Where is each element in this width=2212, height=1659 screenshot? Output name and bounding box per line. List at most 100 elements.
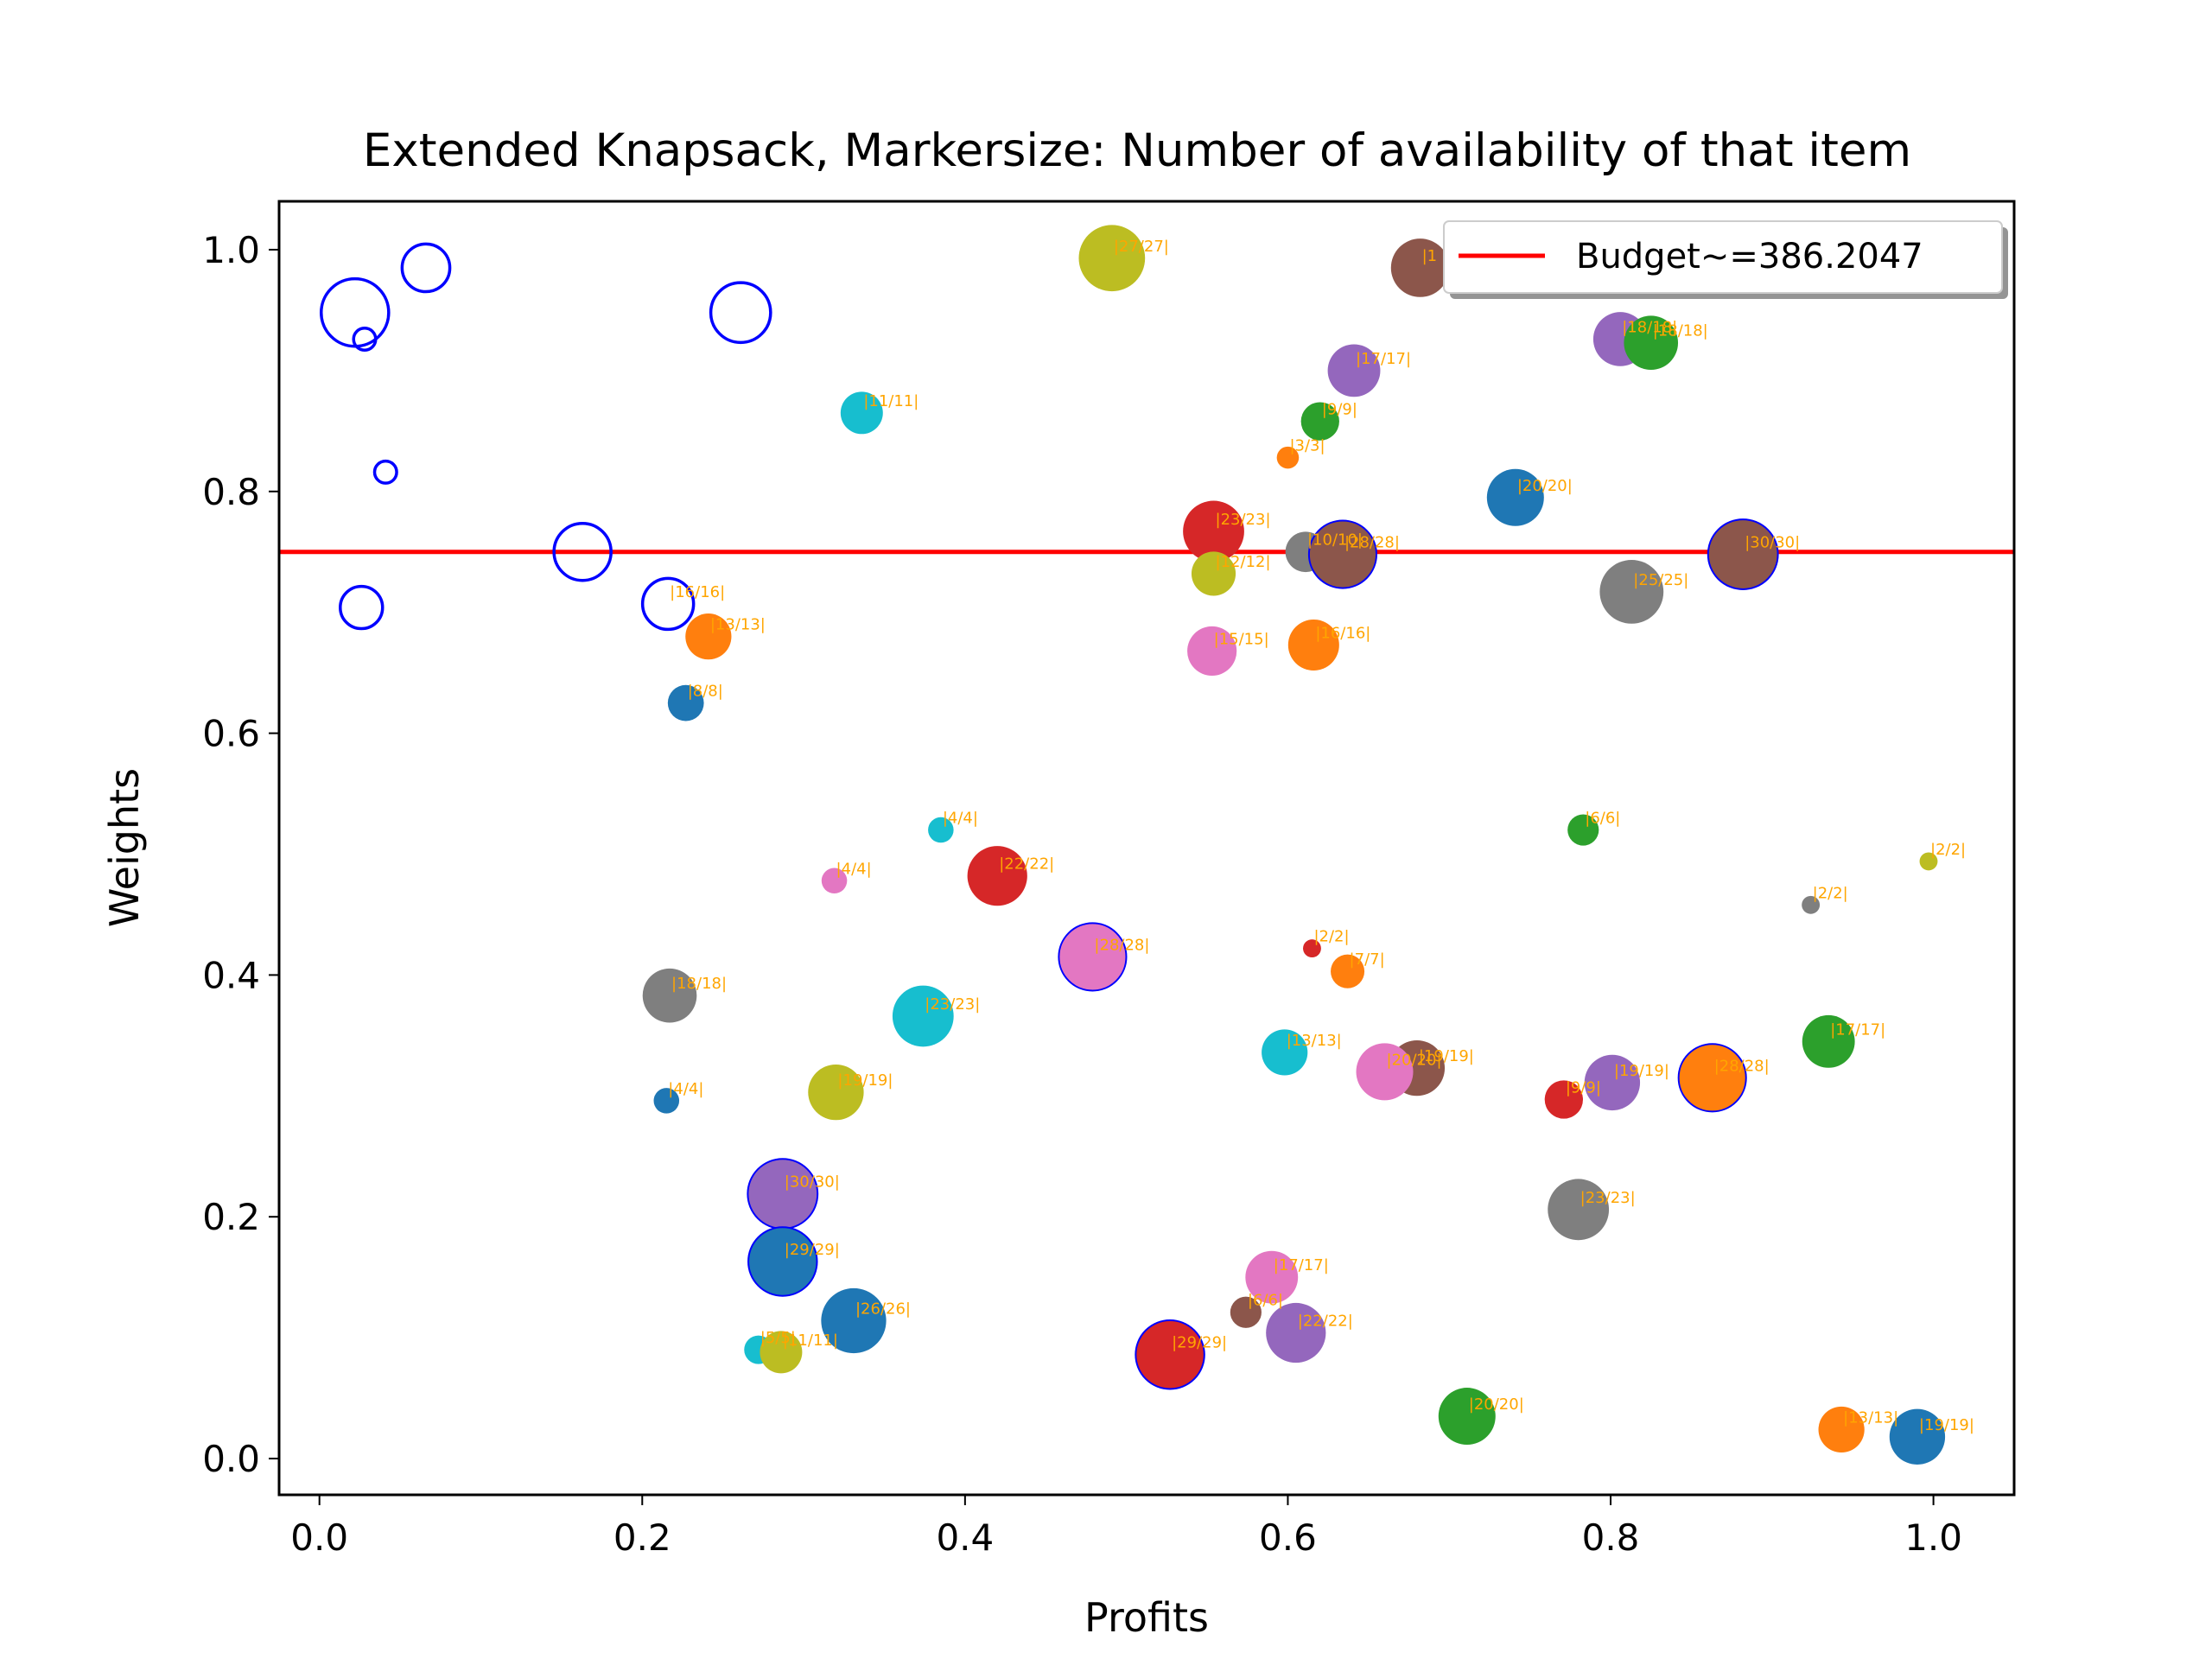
point-label: |23/23| [1580,1189,1636,1207]
point-label: |25/25| [1633,571,1688,589]
selected-item-point [1331,954,1365,988]
point-label: |28/28| [1094,936,1149,954]
point-label: |7/7| [1350,950,1385,969]
point-label: |3/3| [1289,437,1325,455]
selected-item-point [821,868,848,894]
selected-item-point [967,846,1027,906]
point-label: |9/9| [1322,401,1357,419]
point-label: |18/18| [671,975,727,993]
point-label: |13/13| [1287,1032,1342,1050]
selected-item-point [821,1287,887,1354]
selected-item-point [1707,518,1779,590]
selected-item-point [1567,814,1599,846]
selected-item-point [1245,1250,1299,1304]
point-label: |22/22| [1298,1313,1353,1331]
plot-frame [277,200,2016,1497]
selected-item-point [1548,1179,1610,1241]
point-label: |16/16| [670,583,725,601]
selected-item-point [1544,1080,1583,1119]
selected-item-point [808,1064,864,1121]
point-label: |5/5| [760,1329,796,1347]
selected-item-point [1300,402,1339,441]
point-label: |18/18| [1653,322,1708,340]
point-label: |11/11| [863,392,918,410]
point-label: |10/10| [1307,531,1363,550]
point-label: |17/17| [1356,350,1411,368]
selected-item-point [1599,560,1664,624]
y-axis-title: Weights [101,768,148,927]
y-tick-label: 0.2 [202,1196,260,1238]
legend-box [1443,220,2003,294]
point-label: |12/12| [1216,553,1271,571]
point-label: |13/13| [1843,1408,1898,1427]
point-label: |20/20| [1517,477,1573,495]
point-label: |4/4| [943,810,978,828]
point-label: |29/29| [785,1241,840,1259]
selected-item-point [1919,852,1938,871]
selected-item-point [1262,1029,1308,1076]
point-label: |23/23| [1216,511,1271,529]
selected-item-point [667,684,704,721]
selected-item-point [640,576,696,632]
x-tick-label: 0.8 [1582,1516,1640,1559]
selected-item-point [1390,238,1450,297]
y-tick-label: 0.8 [202,471,260,513]
selected-item-point [1818,1406,1865,1453]
point-label: |11/11| [783,1332,838,1350]
plot-background [279,201,2014,1495]
selected-item-point [892,985,954,1047]
selected-item-point [1889,1408,1946,1465]
selected-item-point [1303,939,1321,958]
selected-item-point [1078,225,1146,292]
selected-item-point [1287,619,1339,671]
x-tick-label: 0.2 [613,1516,671,1559]
point-label: |2/2| [1813,884,1848,902]
y-tick-label: 0.4 [202,954,260,996]
point-label: |13/13| [710,616,766,634]
selected-item-point [1183,500,1244,563]
point-label: |2/2| [1930,841,1966,859]
plot-area: |27/27||1|18/18||18/18||17/17||11/11| |9/… [277,200,2016,1497]
point-label: |28/28| [1344,534,1400,552]
point-label: |16/16| [1315,624,1370,642]
point-label: |26/26| [855,1300,911,1319]
point-label: |9/9| [1566,1079,1601,1097]
selected-item-point [1307,519,1377,589]
selected-item-point [1191,551,1236,596]
selected-item-point [1438,1388,1496,1446]
selected-item-point [685,613,732,660]
y-tick-label: 1.0 [202,229,260,271]
selected-item-point [747,1158,819,1230]
point-label: |28/28| [1714,1057,1770,1075]
point-label: |27/27| [1114,238,1169,256]
point-label: |18/18| [1622,318,1677,336]
point-label: |30/30| [785,1173,840,1192]
point-label: |4/4| [836,860,872,878]
selected-item-point [1187,626,1237,677]
point-label: |19/19| [1919,1416,1974,1434]
selected-item-point [928,817,954,843]
point-label: |17/17| [1274,1256,1329,1274]
selected-item-point [1276,446,1300,469]
selected-item-point [840,391,883,435]
point-label: |19/19| [1614,1062,1669,1080]
point-label: |4/4| [668,1080,703,1098]
selected-item-point [1266,1302,1326,1363]
point-labels-layer: |27/27||1|18/18||18/18||17/17||11/11| |9/… [668,238,1974,1434]
point-label: |15/15| [1214,630,1269,648]
point-label: |23/23| [925,995,980,1014]
unselected-item-point [552,521,613,582]
unselected-item-point [400,242,452,294]
unselected-item-point [372,459,398,485]
point-label: |30/30| [1745,534,1800,552]
x-axis: 0.0 0.2 0.4 0.6 0.8 1.0 [290,1495,1962,1559]
selected-item-point [653,1088,680,1114]
legend: Budget~=386.2047 [1443,220,2008,299]
point-label: |29/29| [1172,1334,1227,1352]
x-tick-label: 0.0 [290,1516,348,1559]
y-tick-label: 0.6 [202,713,260,755]
x-tick-label: 1.0 [1904,1516,1962,1559]
point-label: |1 [1422,247,1438,265]
selected-item-point [1802,895,1821,914]
